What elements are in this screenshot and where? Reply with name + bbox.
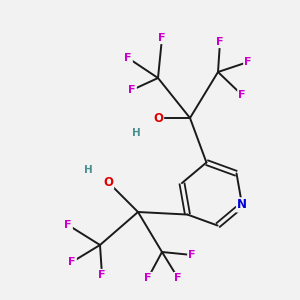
Text: H: H bbox=[84, 165, 92, 175]
Text: F: F bbox=[238, 90, 246, 100]
Text: F: F bbox=[174, 273, 182, 283]
Text: F: F bbox=[124, 53, 132, 63]
Text: F: F bbox=[144, 273, 152, 283]
Text: F: F bbox=[98, 270, 106, 280]
Text: H: H bbox=[132, 128, 140, 138]
Text: F: F bbox=[188, 250, 196, 260]
Text: F: F bbox=[158, 33, 166, 43]
Text: F: F bbox=[216, 37, 224, 47]
Text: N: N bbox=[237, 198, 247, 212]
Text: F: F bbox=[68, 257, 76, 267]
Text: O: O bbox=[153, 112, 163, 124]
Text: F: F bbox=[244, 57, 252, 67]
Text: F: F bbox=[128, 85, 136, 95]
Text: F: F bbox=[64, 220, 72, 230]
Text: O: O bbox=[103, 176, 113, 188]
